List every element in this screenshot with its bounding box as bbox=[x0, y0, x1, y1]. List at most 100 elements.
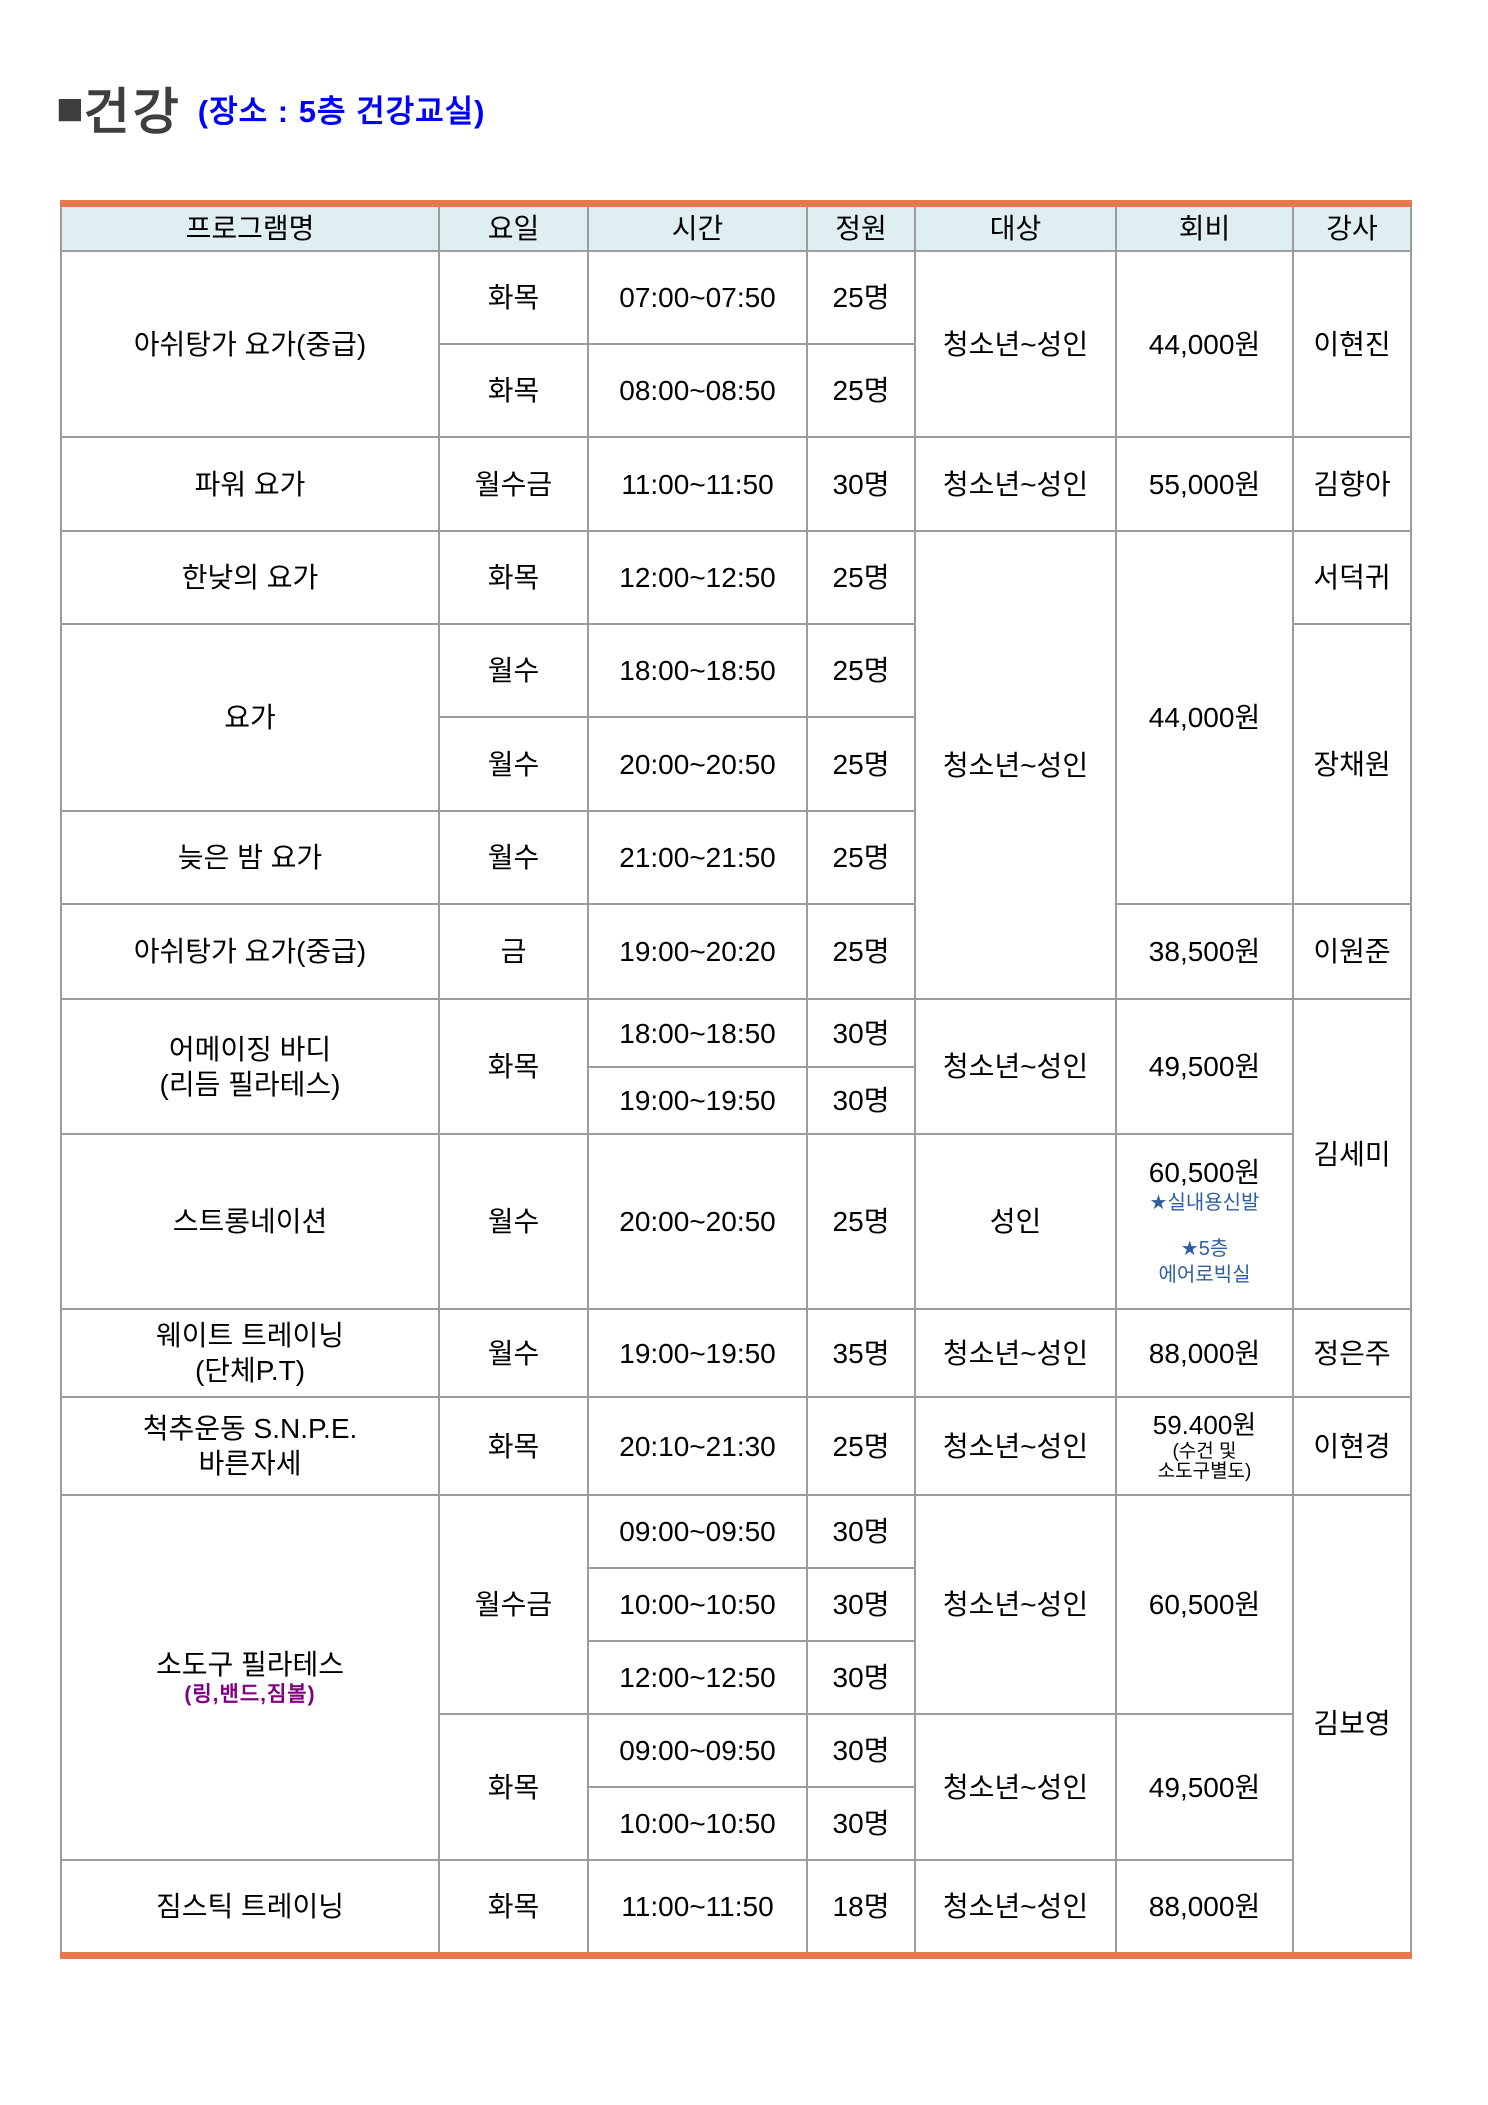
cell-program: 아쉬탕가 요가(중급) bbox=[60, 250, 440, 438]
cell-program: 척추운동 S.N.P.E. 바른자세 bbox=[60, 1396, 440, 1496]
table-row: 아쉬탕가 요가(중급) 금 19:00~20:20 25명 38,500원 이원… bbox=[60, 903, 1412, 1000]
cell-capacity: 25명 bbox=[806, 623, 916, 718]
cell-time: 11:00~11:50 bbox=[587, 1859, 808, 1956]
cell-target: 청소년~성인 bbox=[914, 1859, 1117, 1956]
cell-target: 청소년~성인 bbox=[914, 1713, 1117, 1861]
cell-capacity: 35명 bbox=[806, 1308, 916, 1398]
cell-fee: 44,000원 bbox=[1115, 530, 1294, 905]
cell-time: 18:00~18:50 bbox=[587, 623, 808, 718]
cell-fee: 55,000원 bbox=[1115, 436, 1294, 532]
cell-capacity: 30명 bbox=[806, 436, 916, 532]
cell-time: 08:00~08:50 bbox=[587, 343, 808, 438]
cell-time: 20:00~20:50 bbox=[587, 716, 808, 812]
cell-day: 화목 bbox=[438, 1859, 589, 1956]
cell-time: 19:00~19:50 bbox=[587, 1066, 808, 1135]
cell-capacity: 30명 bbox=[806, 1640, 916, 1715]
header-row: 프로그램명 요일 시간 정원 대상 회비 강사 bbox=[60, 202, 1412, 252]
cell-day: 화목 bbox=[438, 343, 589, 438]
col-header-target: 대상 bbox=[914, 202, 1117, 252]
cell-capacity: 30명 bbox=[806, 998, 916, 1068]
cell-capacity: 30명 bbox=[806, 1786, 916, 1861]
cell-target: 청소년~성인 bbox=[914, 250, 1117, 438]
cell-time: 20:00~20:50 bbox=[587, 1133, 808, 1310]
cell-teacher: 이현경 bbox=[1292, 1396, 1412, 1496]
cell-capacity: 30명 bbox=[806, 1494, 916, 1569]
table-row: 화목 08:00~08:50 25명 bbox=[61, 343, 1411, 438]
col-header-teacher: 강사 bbox=[1292, 202, 1412, 252]
table-row: 19:00~19:50 30명 bbox=[61, 1066, 1411, 1135]
cell-target: 청소년~성인 bbox=[914, 436, 1117, 532]
fee-amount: 60,500원 bbox=[1148, 1157, 1261, 1188]
table-row: 늦은 밤 요가 월수 21:00~21:50 25명 bbox=[60, 810, 1411, 905]
cell-target: 성인 bbox=[914, 1133, 1117, 1310]
fee-note-shoes: ★실내용신발 bbox=[1149, 1192, 1260, 1214]
cell-teacher: 장채원 bbox=[1292, 623, 1412, 905]
cell-time: 20:10~21:30 bbox=[587, 1396, 808, 1496]
col-header-capacity: 정원 bbox=[806, 202, 916, 252]
title-text: 건강 bbox=[83, 84, 182, 140]
cell-program: 스트롱네이션 bbox=[60, 1133, 440, 1310]
table-row: 한낮의 요가 화목 12:00~12:50 25명 청소년~성인 44,000원… bbox=[60, 530, 1412, 1000]
cell-program: 요가 bbox=[60, 623, 440, 812]
cell-program: 한낮의 요가 bbox=[60, 530, 440, 625]
title-location: (장소 : 5층 건강교실) bbox=[197, 93, 486, 129]
cell-program: 파워 요가 bbox=[60, 436, 440, 532]
fee-note-room: 에어로빅실 bbox=[1158, 1264, 1251, 1286]
program-line-1: 웨이트 트레이닝 bbox=[155, 1320, 345, 1351]
cell-time: 19:00~20:20 bbox=[587, 903, 808, 1000]
fee-note-line-2: 소도구별도) bbox=[1157, 1461, 1252, 1483]
col-header-fee: 회비 bbox=[1115, 202, 1294, 252]
cell-day: 월수금 bbox=[438, 1494, 589, 1715]
col-header-time: 시간 bbox=[587, 202, 808, 252]
fee-note-floor: ★5층 bbox=[1180, 1238, 1229, 1260]
cell-target: 청소년~성인 bbox=[914, 1308, 1117, 1398]
table-row: 10:00~10:50 30명 bbox=[61, 1567, 1411, 1642]
cell-capacity: 30명 bbox=[806, 1066, 916, 1135]
fee-amount: 59.400원 bbox=[1152, 1410, 1257, 1441]
cell-time: 21:00~21:50 bbox=[587, 810, 808, 905]
page-title: ■건강 (장소 : 5층 건강교실) bbox=[56, 72, 486, 144]
cell-target: 청소년~성인 bbox=[914, 1396, 1117, 1496]
cell-program: 소도구 필라테스 (링,밴드,짐볼) bbox=[60, 1494, 440, 1861]
table-row: 12:00~12:50 30명 bbox=[61, 1640, 1411, 1715]
cell-day: 월수 bbox=[438, 623, 589, 718]
cell-fee: 60,500원 ★실내용신발 ★5층 에어로빅실 bbox=[1115, 1133, 1294, 1310]
health-program-table: 프로그램명 요일 시간 정원 대상 회비 강사 아쉬탕가 요가(중급) 화목 0… bbox=[60, 200, 1412, 1959]
cell-time: 12:00~12:50 bbox=[587, 530, 808, 625]
fee-note-line-1: (수건 및 bbox=[1172, 1440, 1237, 1462]
table-row: 화목 09:00~09:50 30명 청소년~성인 49,500원 bbox=[61, 1713, 1411, 1861]
table-row: 스트롱네이션 월수 20:00~20:50 25명 성인 60,500원 ★실내… bbox=[60, 1133, 1411, 1310]
col-header-program: 프로그램명 bbox=[60, 202, 440, 252]
cell-day: 화목 bbox=[438, 250, 589, 345]
program-line-1: 어메이징 바디 bbox=[168, 1033, 332, 1065]
cell-capacity: 25명 bbox=[806, 810, 916, 905]
cell-program: 늦은 밤 요가 bbox=[60, 810, 440, 905]
cell-capacity: 25명 bbox=[806, 1133, 916, 1310]
cell-teacher: 이현진 bbox=[1292, 250, 1412, 438]
program-line-1: 소도구 필라테스 bbox=[155, 1648, 345, 1680]
cell-fee: 88,000원 bbox=[1115, 1308, 1294, 1398]
cell-fee: 38,500원 bbox=[1115, 903, 1294, 1000]
cell-teacher: 김세미 bbox=[1292, 998, 1412, 1310]
cell-day: 월수금 bbox=[438, 436, 589, 532]
cell-capacity: 25명 bbox=[806, 1396, 916, 1496]
cell-day: 화목 bbox=[438, 1713, 589, 1861]
table-row: 아쉬탕가 요가(중급) 화목 07:00~07:50 25명 청소년~성인 44… bbox=[60, 250, 1412, 438]
cell-day: 화목 bbox=[438, 998, 589, 1135]
cell-fee: 88,000원 bbox=[1115, 1859, 1294, 1956]
cell-capacity: 25명 bbox=[806, 903, 916, 1000]
program-line-2: (리듬 필라테스) bbox=[159, 1068, 341, 1100]
cell-time: 10:00~10:50 bbox=[587, 1786, 808, 1861]
cell-time: 10:00~10:50 bbox=[587, 1567, 808, 1642]
cell-teacher: 서덕귀 bbox=[1292, 530, 1412, 625]
program-line-2: (링,밴드,짐볼) bbox=[184, 1682, 316, 1706]
cell-time: 09:00~09:50 bbox=[587, 1494, 808, 1569]
title-square-icon: ■ bbox=[56, 82, 84, 134]
cell-time: 11:00~11:50 bbox=[587, 436, 808, 532]
cell-day: 월수 bbox=[438, 1308, 589, 1398]
table-row: 파워 요가 월수금 11:00~11:50 30명 청소년~성인 55,000원… bbox=[60, 436, 1412, 532]
cell-teacher: 이원준 bbox=[1292, 903, 1412, 1000]
program-line-2: (단체P.T) bbox=[194, 1355, 306, 1386]
cell-capacity: 30명 bbox=[806, 1567, 916, 1642]
cell-capacity: 30명 bbox=[806, 1713, 916, 1788]
